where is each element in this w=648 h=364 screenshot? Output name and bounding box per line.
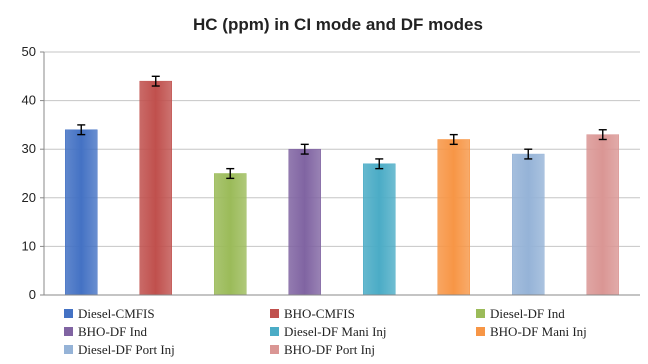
legend-label: BHO-DF Port Inj	[284, 342, 375, 357]
legend-item: BHO-DF Port Inj	[270, 342, 375, 357]
y-tick-label: 40	[22, 93, 36, 108]
error-bar	[598, 129, 607, 141]
legend-item: Diesel-CMFIS	[64, 306, 155, 321]
legend-swatch	[270, 327, 279, 336]
legend-label: Diesel-CMFIS	[78, 306, 155, 321]
legend-label: Diesel-DF Mani Inj	[284, 324, 387, 339]
bar-diesel-df-ind	[214, 173, 247, 296]
error-bar	[449, 133, 458, 146]
bar-diesel-df-port-inj	[512, 153, 545, 296]
y-tick-label: 0	[29, 287, 36, 302]
legend-item: BHO-DF Mani Inj	[476, 324, 587, 339]
legend-label: BHO-CMFIS	[284, 306, 355, 321]
error-bar	[375, 158, 384, 170]
legend-swatch	[270, 345, 279, 354]
error-bar	[151, 75, 160, 87]
legend-swatch	[64, 345, 73, 354]
legend-item: Diesel-DF Port Inj	[64, 342, 175, 357]
y-tick-label: 10	[22, 238, 36, 253]
chart-title: HC (ppm) in CI mode and DF modes	[193, 15, 483, 34]
legend-label: Diesel-DF Ind	[490, 306, 565, 321]
bar-bho-df-mani-inj	[437, 139, 470, 296]
bar-bho-cmfis	[139, 80, 172, 296]
bar-diesel-df-mani-inj	[363, 163, 396, 296]
legend-item: BHO-DF Ind	[64, 324, 147, 339]
gridlines	[44, 51, 640, 247]
y-axis: 0 10 20 30 40 50	[22, 44, 45, 302]
legend-label: BHO-DF Ind	[78, 324, 147, 339]
y-tick-label: 30	[22, 141, 36, 156]
bar-bho-df-ind	[288, 148, 321, 296]
y-tick-label: 20	[22, 190, 36, 205]
error-bar	[226, 167, 235, 180]
legend-swatch	[64, 309, 73, 318]
legend-label: BHO-DF Mani Inj	[490, 324, 587, 339]
legend-item: Diesel-DF Ind	[476, 306, 565, 321]
legend-swatch	[270, 309, 279, 318]
error-bars	[77, 75, 607, 180]
legend-item: Diesel-DF Mani Inj	[270, 324, 387, 339]
error-bar	[300, 143, 309, 155]
legend-label: Diesel-DF Port Inj	[78, 342, 175, 357]
bar-bho-df-port-inj	[586, 134, 619, 296]
legend-swatch	[476, 327, 485, 336]
legend: Diesel-CMFIS BHO-CMFIS Diesel-DF Ind BHO-DF…	[64, 306, 587, 357]
legend-swatch	[64, 327, 73, 336]
legend-item: BHO-CMFIS	[270, 306, 355, 321]
y-tick-label: 50	[22, 44, 36, 59]
error-bar	[524, 148, 533, 160]
bar-diesel-cmfis	[65, 129, 98, 296]
error-bar	[77, 124, 86, 136]
bars	[65, 80, 619, 296]
legend-swatch	[476, 309, 485, 318]
